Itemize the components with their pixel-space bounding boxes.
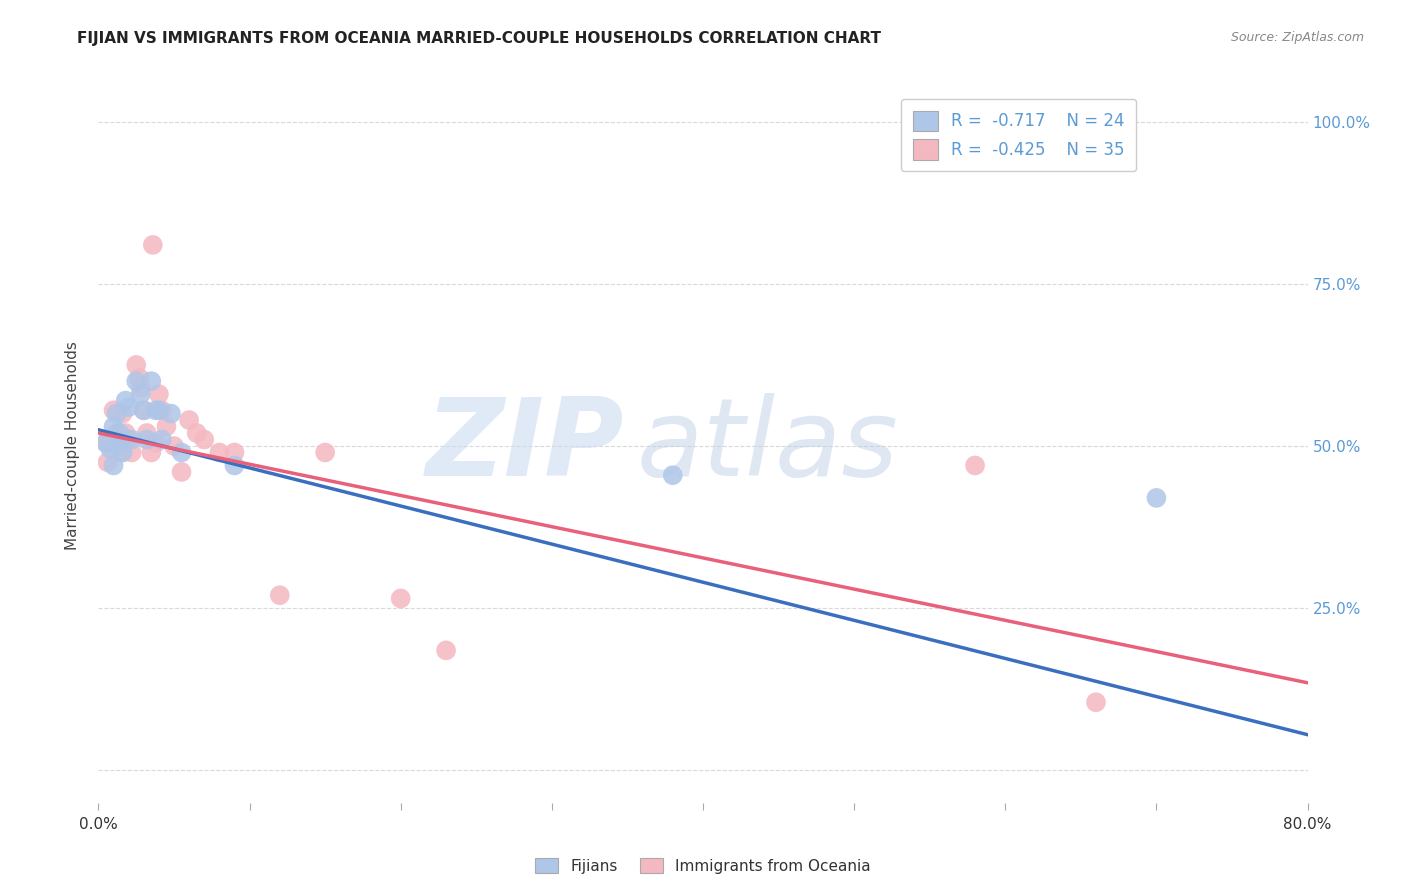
Point — [135, 433, 157, 447]
Text: Source: ZipAtlas.com: Source: ZipAtlas.com — [1230, 31, 1364, 45]
Point — [193, 433, 215, 447]
Point — [118, 433, 141, 447]
Point — [110, 445, 132, 459]
Point — [135, 425, 157, 440]
Point — [224, 458, 246, 473]
Point — [94, 435, 117, 450]
Point — [94, 435, 117, 450]
Point — [103, 403, 125, 417]
Point — [96, 455, 118, 469]
Point — [150, 403, 173, 417]
Point — [108, 425, 131, 440]
Point — [170, 465, 193, 479]
Point — [145, 435, 167, 450]
Point — [141, 374, 163, 388]
Legend: Fijians, Immigrants from Oceania: Fijians, Immigrants from Oceania — [529, 852, 877, 880]
Point — [148, 403, 170, 417]
Point — [163, 439, 186, 453]
Point — [186, 425, 208, 440]
Point — [125, 374, 148, 388]
Point — [145, 403, 167, 417]
Point — [208, 445, 231, 459]
Point — [128, 371, 150, 385]
Point — [1085, 695, 1108, 709]
Text: ZIP: ZIP — [426, 393, 624, 499]
Point — [314, 445, 336, 459]
Point — [121, 433, 143, 447]
Point — [111, 407, 134, 421]
Point — [132, 403, 155, 417]
Point — [114, 425, 136, 440]
Point — [434, 643, 457, 657]
Point — [103, 419, 125, 434]
Text: atlas: atlas — [637, 393, 898, 499]
Point — [142, 238, 165, 252]
Point — [132, 403, 155, 417]
Point — [114, 393, 136, 408]
Point — [160, 407, 183, 421]
Point — [155, 419, 177, 434]
Point — [141, 445, 163, 459]
Point — [389, 591, 412, 606]
Y-axis label: Married-couple Households: Married-couple Households — [65, 342, 80, 550]
Point — [105, 425, 128, 440]
Point — [111, 445, 134, 459]
Point — [125, 358, 148, 372]
Point — [118, 400, 141, 414]
Point — [129, 387, 152, 401]
Point — [103, 458, 125, 473]
Point — [224, 445, 246, 459]
Point — [1144, 491, 1167, 505]
Point — [965, 458, 987, 473]
Point — [110, 435, 132, 450]
Point — [100, 435, 122, 450]
Point — [179, 413, 201, 427]
Point — [107, 435, 129, 450]
Point — [129, 381, 152, 395]
Point — [661, 468, 683, 483]
Point — [121, 445, 143, 459]
Text: FIJIAN VS IMMIGRANTS FROM OCEANIA MARRIED-COUPLE HOUSEHOLDS CORRELATION CHART: FIJIAN VS IMMIGRANTS FROM OCEANIA MARRIE… — [77, 31, 882, 46]
Legend: R =  -0.717    N = 24, R =  -0.425    N = 35: R = -0.717 N = 24, R = -0.425 N = 35 — [901, 99, 1136, 171]
Point — [269, 588, 291, 602]
Point — [105, 407, 128, 421]
Point — [148, 387, 170, 401]
Point — [150, 433, 173, 447]
Point — [170, 445, 193, 459]
Point — [100, 442, 122, 457]
